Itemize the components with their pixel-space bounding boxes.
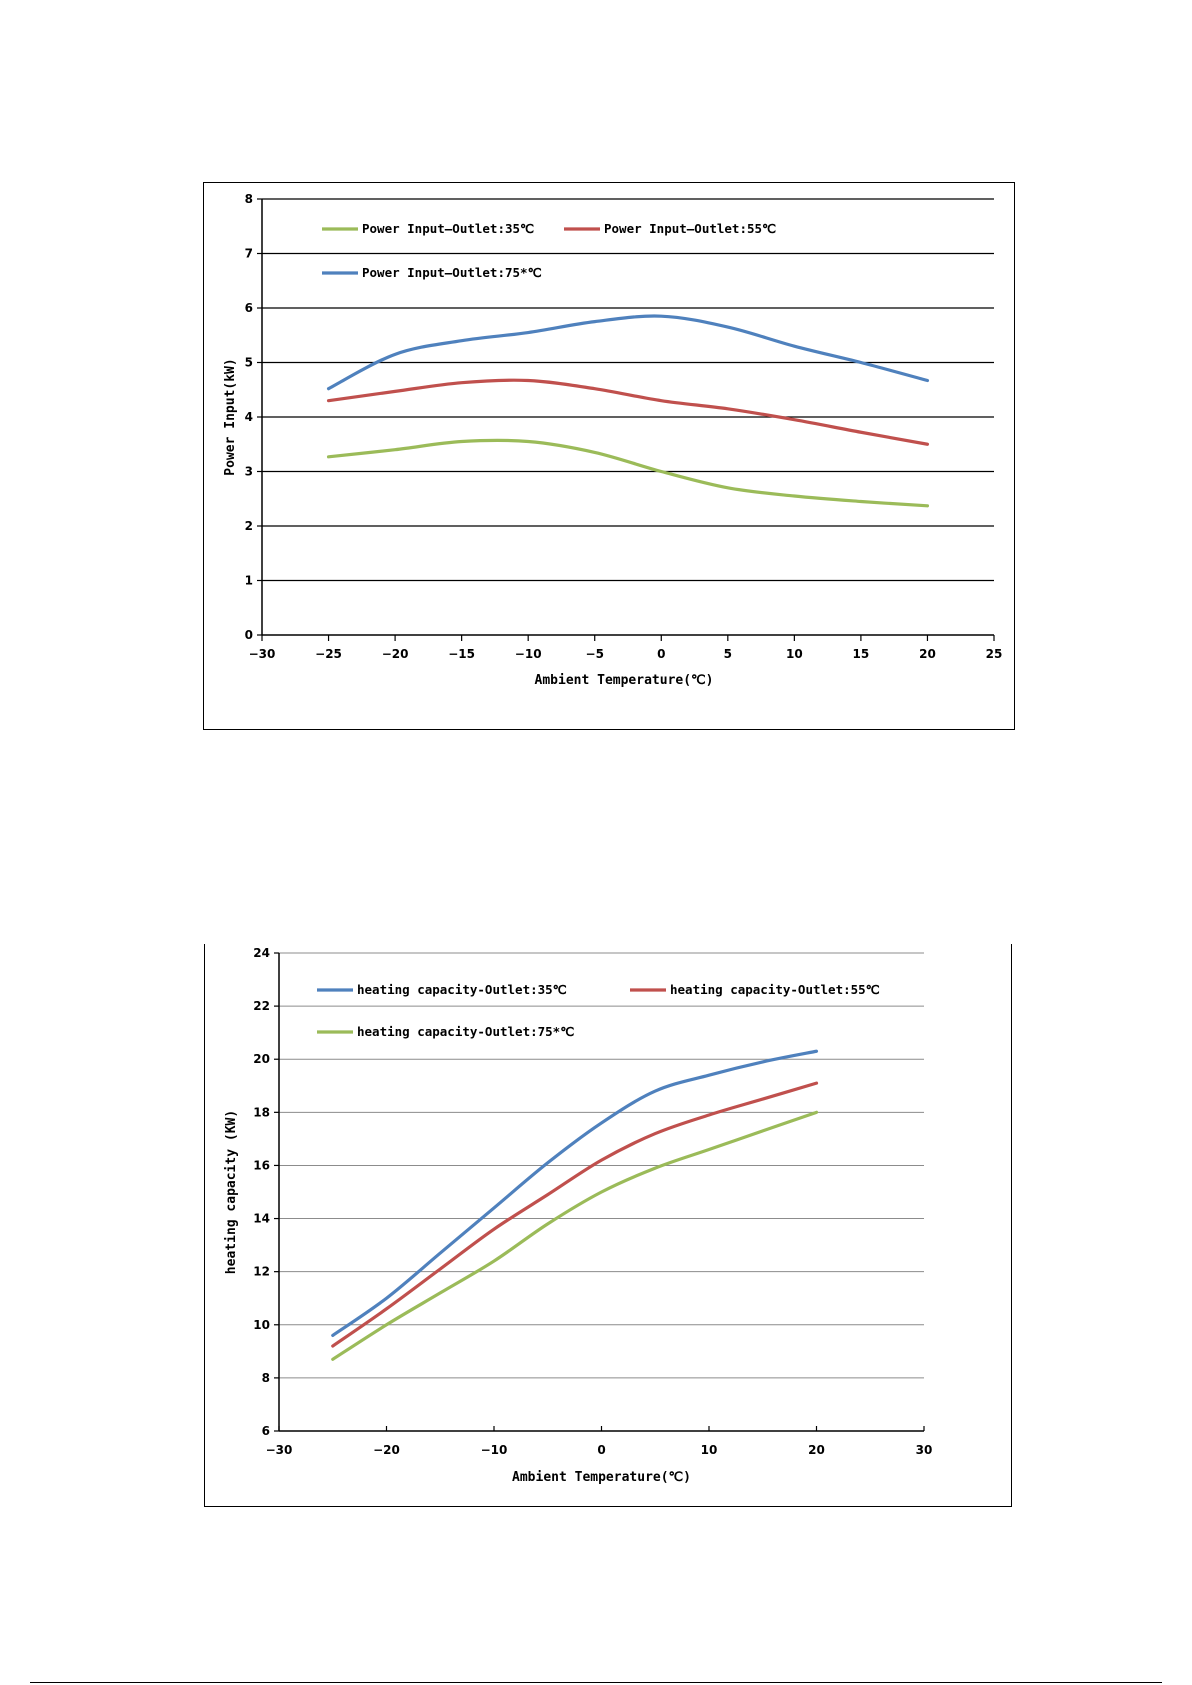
legend-label: heating capacity-Outlet:55℃ — [670, 982, 880, 997]
x-tick-label: −20 — [382, 647, 409, 661]
y-tick-label: 5 — [245, 356, 253, 370]
y-tick-label: 14 — [253, 1212, 270, 1226]
legend-label: Power Input—Outlet:55℃ — [604, 221, 776, 236]
legend-label: Power Input—Outlet:35℃ — [362, 221, 534, 236]
x-tick-label: −5 — [586, 647, 604, 661]
x-tick-label: 0 — [597, 1443, 605, 1457]
series-line-2 — [326, 378, 930, 446]
x-tick-label: 20 — [919, 647, 936, 661]
x-tick-label: 10 — [786, 647, 803, 661]
legend-label: Power Input—Outlet:75*℃ — [362, 265, 542, 280]
x-tick-label: −30 — [266, 1443, 293, 1457]
series-line-1 — [326, 438, 930, 508]
x-tick-label: −15 — [448, 647, 475, 661]
y-tick-label: 6 — [262, 1424, 270, 1438]
x-tick-label: 30 — [916, 1443, 933, 1457]
heating-capacity-chart-svg: 6 8 10 12 14 16 18 20 22 24 −30 −20 −10 0 10 20 30 Ambien… — [224, 946, 933, 1485]
x-tick-label: 25 — [986, 647, 1003, 661]
y-tick-label: 1 — [245, 574, 253, 588]
x-tick-label: 20 — [808, 1443, 825, 1457]
y-tick-label: 22 — [253, 999, 270, 1013]
y-tick-label: 18 — [253, 1105, 270, 1119]
page-footer-rule — [30, 1682, 1162, 1683]
y-tick-label: 24 — [253, 946, 270, 960]
x-tick-label: 5 — [724, 647, 732, 661]
y-tick-label: 4 — [245, 410, 253, 424]
x-axis-title: Ambient Temperature(℃) — [535, 673, 714, 688]
y-axis-title: heating capacity (KW) — [224, 1110, 239, 1274]
x-tick-label: 10 — [701, 1443, 718, 1457]
x-tick-label: −10 — [481, 1443, 508, 1457]
y-tick-label: 16 — [253, 1158, 270, 1172]
series-line-1 — [331, 1049, 819, 1337]
y-tick-label: 8 — [262, 1371, 270, 1385]
series-line-3 — [326, 314, 930, 391]
y-tick-label: 6 — [245, 301, 253, 315]
heating-capacity-chart: 6 8 10 12 14 16 18 20 22 24 −30 −20 −10 0 10 20 30 Ambien… — [204, 944, 1012, 1507]
power-input-chart: 0 1 2 3 4 5 6 7 8 −30 −25 −20 −15 −10 −5 0 5 10 15 20 25 Ambi… — [203, 182, 1015, 730]
y-tick-label: 8 — [245, 192, 253, 206]
power-input-chart-svg: 0 1 2 3 4 5 6 7 8 −30 −25 −20 −15 −10 −5 0 5 10 15 20 25 Ambi… — [223, 192, 1003, 688]
series-line-2 — [331, 1081, 819, 1348]
x-tick-label: −10 — [515, 647, 542, 661]
y-tick-label: 12 — [253, 1265, 270, 1279]
legend-label: heating capacity-Outlet:75*℃ — [357, 1024, 574, 1039]
y-tick-label: 3 — [245, 465, 253, 479]
series-line-3 — [331, 1110, 819, 1361]
x-tick-label: −30 — [249, 647, 276, 661]
y-tick-label: 20 — [253, 1052, 270, 1066]
y-axis-title: Power Input(kW) — [223, 358, 238, 475]
x-tick-label: 0 — [657, 647, 665, 661]
y-tick-label: 0 — [245, 628, 253, 642]
x-tick-label: −20 — [373, 1443, 400, 1457]
y-tick-label: 2 — [245, 519, 253, 533]
y-tick-label: 10 — [253, 1318, 270, 1332]
y-tick-label: 7 — [245, 247, 253, 261]
x-tick-label: −25 — [315, 647, 342, 661]
x-tick-label: 15 — [853, 647, 870, 661]
legend-label: heating capacity-Outlet:35℃ — [357, 982, 567, 997]
x-axis-title: Ambient Temperature(℃) — [512, 1470, 691, 1485]
